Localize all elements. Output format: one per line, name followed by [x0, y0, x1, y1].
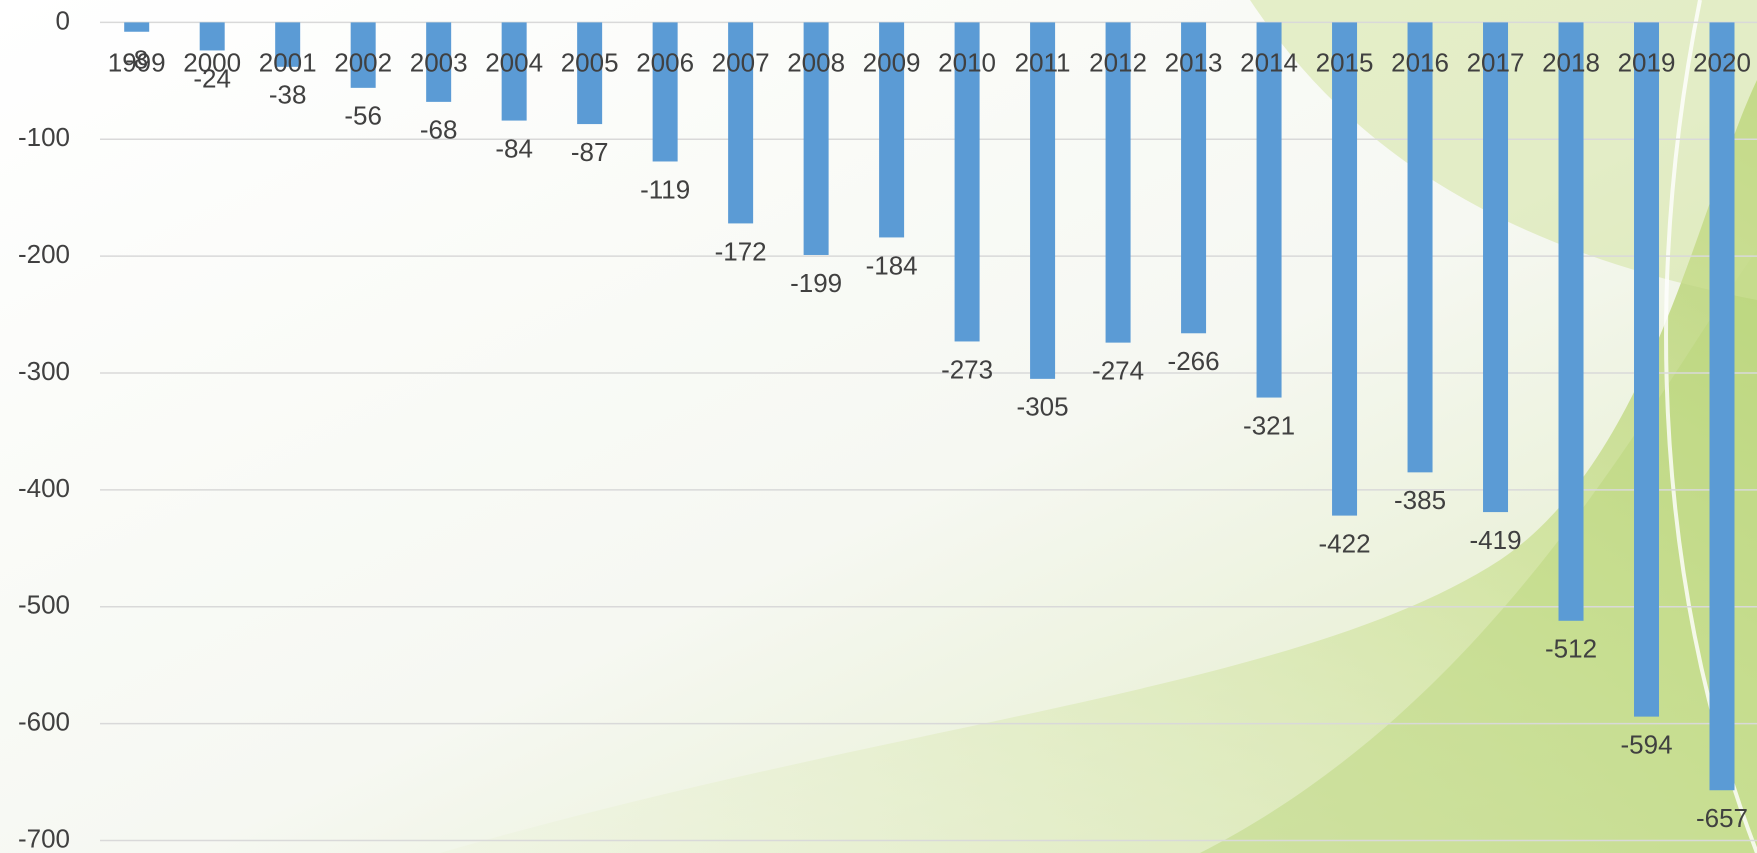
data-label: -385 [1394, 485, 1446, 515]
y-tick-label: -200 [18, 239, 70, 269]
x-tick-label: 2002 [334, 47, 392, 77]
bar [954, 22, 980, 342]
data-label: -84 [495, 133, 533, 163]
data-label: -87 [571, 137, 609, 167]
data-label: -422 [1319, 528, 1371, 558]
grid [100, 21, 1757, 842]
x-tick-label: 2010 [938, 47, 996, 77]
bar [1181, 22, 1207, 334]
data-label: -38 [269, 80, 307, 110]
bar [652, 22, 678, 162]
data-label: -24 [193, 63, 231, 93]
bar [199, 22, 225, 51]
data-label: -305 [1017, 392, 1069, 422]
x-tick-label: 2000 [183, 47, 241, 77]
bar [803, 22, 829, 255]
x-tick-label: 1999 [108, 47, 166, 77]
data-label: -119 [640, 174, 690, 204]
y-tick-label: -500 [18, 590, 70, 620]
x-tick-label: 2006 [636, 47, 694, 77]
data-label: -184 [866, 250, 918, 280]
x-tick-label: 2018 [1542, 47, 1600, 77]
bar [1483, 22, 1509, 513]
bar [1030, 22, 1056, 379]
bar [1256, 22, 1282, 398]
x-tick-label: 2001 [259, 47, 317, 77]
data-label: -199 [790, 268, 842, 298]
bar [124, 22, 150, 32]
bars [124, 22, 1735, 791]
bar [1634, 22, 1660, 717]
data-label: -172 [715, 236, 767, 266]
background-swoosh [440, 80, 1757, 853]
data-label: -419 [1470, 525, 1522, 555]
x-tick-label: 2013 [1165, 47, 1223, 77]
data-label: -8 [125, 45, 148, 75]
y-tick-label: -100 [18, 122, 70, 152]
bar [577, 22, 603, 125]
data-label: -273 [941, 354, 993, 384]
y-tick-label: -700 [18, 823, 70, 853]
data-label: -512 [1545, 634, 1597, 664]
x-tick-label: 2009 [863, 47, 921, 77]
x-tick-label: 2005 [561, 47, 619, 77]
y-tick-label: -300 [18, 356, 70, 386]
x-tick-label: 2007 [712, 47, 770, 77]
bar [1709, 22, 1735, 791]
x-tick-label: 2011 [1015, 47, 1071, 77]
bar [879, 22, 905, 238]
bar [1105, 22, 1131, 343]
bar [350, 22, 376, 88]
bar [1558, 22, 1584, 621]
data-label: -56 [344, 101, 382, 131]
bar [1407, 22, 1433, 473]
data-label: -321 [1243, 410, 1295, 440]
data-label: -274 [1092, 356, 1144, 386]
data-label: -657 [1696, 803, 1748, 833]
data-label: -266 [1168, 346, 1220, 376]
y-tick-label: -600 [18, 707, 70, 737]
x-tick-label: 2012 [1089, 47, 1147, 77]
x-tick-label: 2019 [1618, 47, 1676, 77]
x-tick-label: 2016 [1391, 47, 1449, 77]
background-swoosh [1200, 250, 1757, 853]
bar [275, 22, 301, 67]
data-label: -68 [420, 115, 458, 145]
data-label: -594 [1620, 729, 1672, 759]
x-tick-label: 2014 [1240, 47, 1298, 77]
y-tick-label: -400 [18, 473, 70, 503]
x-tick-label: 2015 [1316, 47, 1374, 77]
x-tick-label: 2020 [1693, 47, 1751, 77]
x-tick-label: 2004 [485, 47, 543, 77]
bar [426, 22, 452, 102]
x-tick-label: 2003 [410, 47, 468, 77]
x-tick-label: 2008 [787, 47, 845, 77]
y-tick-label: 0 [56, 5, 70, 35]
bar [728, 22, 754, 224]
bar [1332, 22, 1358, 516]
bar [501, 22, 527, 121]
x-tick-label: 2017 [1467, 47, 1525, 77]
